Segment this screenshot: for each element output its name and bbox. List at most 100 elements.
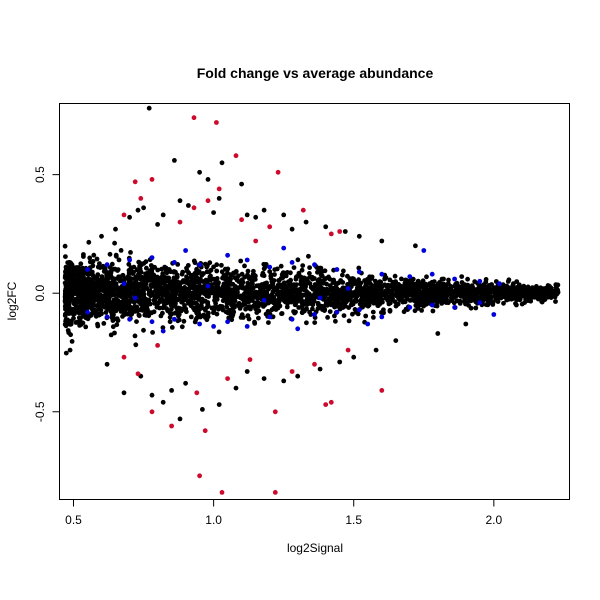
data-point (172, 158, 177, 163)
data-point (83, 324, 89, 330)
data-point (545, 294, 551, 300)
data-point (299, 267, 305, 273)
data-point (522, 287, 528, 293)
data-point (326, 274, 331, 280)
data-point (70, 308, 76, 314)
y-axis-label: log2FC (5, 281, 19, 320)
data-point (238, 315, 244, 320)
data-point (505, 279, 511, 284)
data-point (215, 281, 221, 287)
data-point (496, 284, 502, 290)
data-point (373, 347, 379, 353)
data-point (354, 290, 360, 295)
data-point (161, 302, 167, 308)
data-point (250, 285, 256, 291)
data-point (87, 259, 93, 265)
data-point (473, 305, 479, 311)
data-point (307, 271, 312, 276)
data-point (121, 309, 126, 315)
data-point (110, 324, 116, 330)
data-point (261, 273, 267, 279)
data-point (225, 266, 231, 272)
data-point (152, 301, 158, 306)
data-point (143, 304, 148, 310)
data-point (193, 300, 199, 306)
data-point (350, 311, 355, 317)
data-point (194, 305, 200, 311)
data-point (83, 285, 88, 291)
data-point-highlighted (356, 269, 362, 275)
data-point (417, 291, 422, 296)
data-point (141, 205, 147, 211)
data-point (136, 313, 142, 319)
data-point (483, 279, 489, 285)
data-point (289, 226, 295, 232)
data-point (419, 308, 424, 313)
y-tick-label: -0.5 (33, 401, 47, 422)
data-point (245, 280, 251, 286)
y-axis: -0.5 0.0 0.5 (33, 166, 60, 422)
data-point (242, 301, 247, 307)
data-point (322, 268, 328, 274)
data-point (371, 294, 377, 299)
data-point (351, 276, 356, 282)
data-point (432, 292, 438, 297)
data-point (555, 290, 561, 295)
data-point-significant (272, 409, 278, 415)
data-point-highlighted (267, 314, 273, 320)
data-point (511, 281, 516, 286)
data-point (126, 282, 132, 288)
data-point (420, 278, 426, 284)
data-point-highlighted (205, 283, 211, 289)
data-point (120, 273, 125, 278)
data-point (396, 296, 401, 301)
data-point (451, 300, 457, 306)
data-point (203, 277, 209, 283)
data-point (138, 297, 144, 302)
data-point (491, 285, 497, 291)
data-point (483, 302, 489, 307)
data-point (191, 278, 196, 284)
data-point (393, 338, 399, 343)
data-point (504, 297, 510, 303)
data-point (465, 276, 470, 282)
data-point (202, 286, 207, 292)
data-point (214, 262, 220, 268)
data-point (65, 302, 71, 307)
x-tick-label: 0.5 (65, 513, 82, 527)
data-point (268, 273, 274, 279)
data-point (113, 252, 119, 258)
data-point (515, 292, 520, 298)
data-point (91, 252, 97, 258)
data-point (299, 298, 304, 303)
data-point (249, 297, 255, 303)
data-point-significant (149, 409, 155, 415)
data-point (209, 305, 215, 311)
data-point (107, 273, 113, 279)
data-point (149, 392, 155, 398)
data-point (159, 266, 165, 272)
data-point (288, 295, 294, 301)
data-point (68, 321, 74, 327)
data-point (232, 275, 238, 281)
data-point (128, 276, 134, 281)
data-point (414, 282, 420, 287)
data-point (63, 323, 69, 329)
data-point (150, 330, 156, 335)
data-point-highlighted (365, 321, 371, 327)
data-point (143, 259, 149, 265)
data-point (342, 229, 348, 234)
data-point (146, 289, 152, 295)
data-point (356, 233, 362, 239)
data-point (182, 285, 188, 290)
data-point (151, 309, 157, 315)
data-point (410, 276, 416, 282)
data-point-significant (194, 390, 200, 396)
data-point (392, 273, 398, 279)
data-point (342, 285, 347, 291)
data-point (402, 293, 408, 299)
data-point (183, 280, 189, 285)
data-point (331, 277, 336, 283)
data-point (315, 300, 321, 306)
data-point (183, 380, 189, 386)
